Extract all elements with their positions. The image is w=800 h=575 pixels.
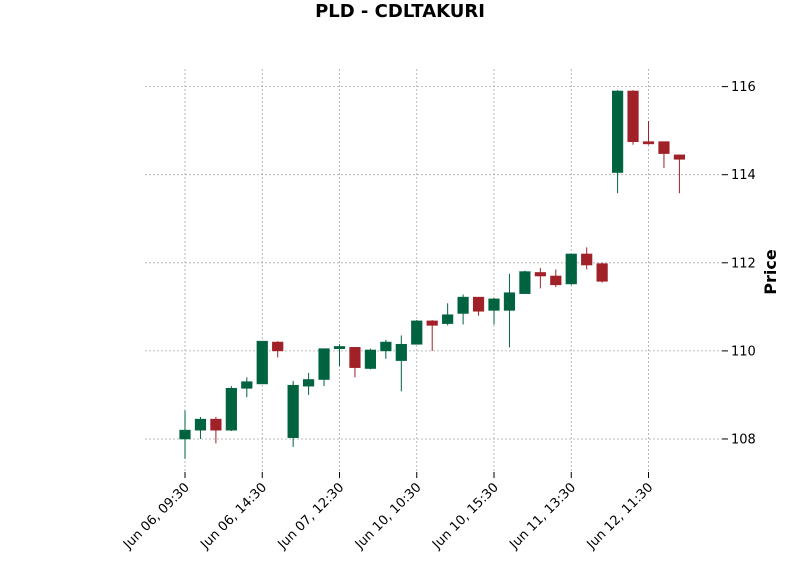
x-tick-label: Jun 06, 09:30 <box>120 480 193 553</box>
candle-body <box>349 347 361 368</box>
chart-title: PLD - CDLTAKURI <box>315 1 485 22</box>
candle-body <box>596 263 608 282</box>
candle-body <box>194 418 207 431</box>
candle <box>364 348 377 370</box>
candle <box>565 253 577 285</box>
y-tick-label: 108 <box>731 432 756 447</box>
candle-body <box>364 349 377 369</box>
candle <box>210 416 222 444</box>
x-tick-label: Jun 11, 13:30 <box>506 480 579 553</box>
candle <box>488 298 500 325</box>
y-tick-label: 112 <box>731 256 756 271</box>
y-axis-label: Price <box>761 249 780 295</box>
candle-body <box>565 253 577 285</box>
candle <box>241 377 253 398</box>
candle-body <box>225 388 237 431</box>
candle <box>442 303 454 326</box>
candle-body <box>581 253 593 266</box>
candle <box>333 344 346 367</box>
candle <box>256 340 268 385</box>
candle-body <box>442 314 454 324</box>
candle <box>611 90 624 194</box>
candle <box>550 269 562 288</box>
candle <box>642 120 655 145</box>
candle-body <box>179 429 191 440</box>
candle-body <box>241 381 253 389</box>
candle <box>395 335 407 392</box>
candle-body <box>411 320 423 345</box>
candle <box>302 372 315 395</box>
candle <box>627 90 639 145</box>
candle-body <box>627 90 639 142</box>
candle <box>472 296 485 316</box>
candle <box>503 273 516 348</box>
candle-body <box>210 418 222 431</box>
candle-body <box>488 298 500 311</box>
candle <box>179 410 191 459</box>
grid-layer <box>145 69 722 472</box>
candle-body <box>503 292 516 311</box>
y-tick-label: 110 <box>731 344 756 359</box>
candle <box>581 247 593 270</box>
y-tick-label: 116 <box>731 80 756 95</box>
candle <box>349 347 361 378</box>
candle-body <box>519 271 531 294</box>
candle-body <box>457 296 469 314</box>
candle-body <box>550 275 562 286</box>
x-tick-label: Jun 06, 14:30 <box>197 480 270 553</box>
candle <box>272 341 284 358</box>
candle-body <box>395 343 407 361</box>
candle-body <box>658 141 670 154</box>
candle-body <box>673 154 685 160</box>
candle <box>411 320 423 345</box>
candle <box>426 320 438 351</box>
candle <box>380 339 392 359</box>
candle-body <box>534 272 546 277</box>
candle-body <box>426 320 438 326</box>
x-tick-label: Jun 12, 11:30 <box>584 480 657 553</box>
candle-body <box>287 384 299 438</box>
candle <box>596 262 608 283</box>
candle <box>318 348 330 387</box>
candle-body <box>642 141 655 145</box>
candle <box>673 154 685 194</box>
candle-body <box>318 348 330 380</box>
x-tick-label: Jun 10, 15:30 <box>429 480 502 553</box>
candle-body <box>333 346 346 349</box>
candle <box>194 416 207 439</box>
candle <box>225 386 237 432</box>
y-tick-label: 114 <box>731 168 756 183</box>
candle-body <box>272 341 284 352</box>
candle-body <box>611 90 624 173</box>
candle-body <box>256 340 268 385</box>
candle <box>457 294 469 325</box>
candle-body <box>302 379 315 387</box>
candle <box>519 270 531 294</box>
x-tick-label: Jun 10, 10:30 <box>352 480 425 553</box>
x-tick-label: Jun 07, 12:30 <box>275 480 348 553</box>
candle <box>287 380 299 447</box>
candle-body <box>380 341 392 352</box>
candle-body <box>472 296 485 312</box>
candle <box>658 141 670 169</box>
candle <box>534 268 546 289</box>
candle-layer <box>179 90 685 459</box>
